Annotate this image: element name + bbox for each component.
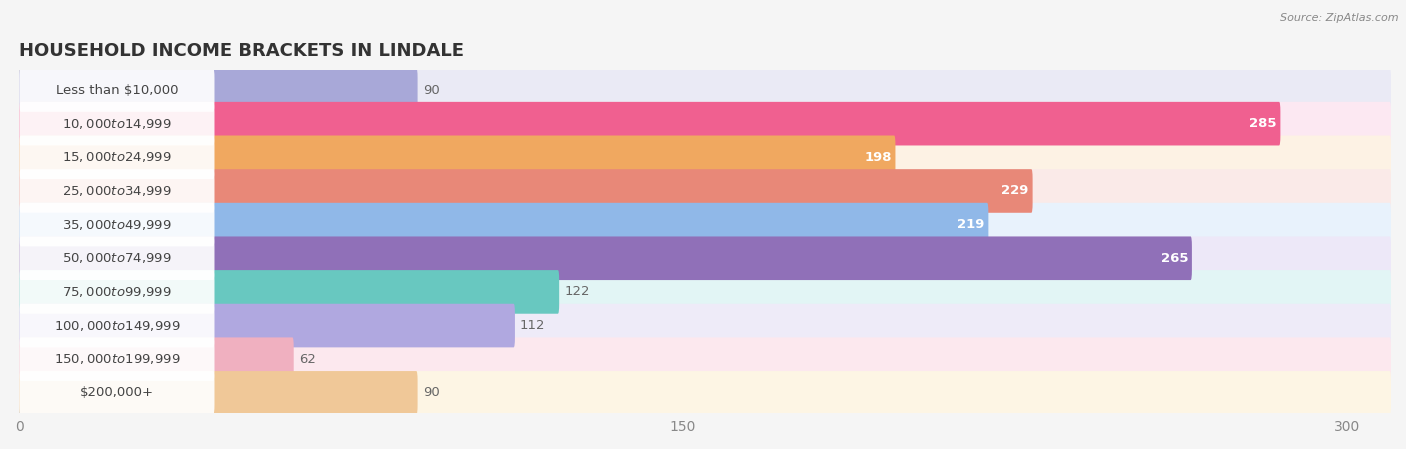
Text: Less than $10,000: Less than $10,000 (56, 84, 179, 97)
FancyBboxPatch shape (20, 102, 1391, 145)
Text: 112: 112 (520, 319, 546, 332)
FancyBboxPatch shape (20, 102, 215, 145)
FancyBboxPatch shape (20, 203, 1391, 247)
FancyBboxPatch shape (20, 270, 215, 314)
Text: $35,000 to $49,999: $35,000 to $49,999 (62, 218, 172, 232)
FancyBboxPatch shape (20, 102, 1281, 145)
FancyBboxPatch shape (20, 304, 215, 348)
Text: $50,000 to $74,999: $50,000 to $74,999 (62, 251, 172, 265)
Text: $10,000 to $14,999: $10,000 to $14,999 (62, 117, 172, 131)
FancyBboxPatch shape (20, 270, 1391, 314)
Text: 62: 62 (298, 353, 315, 366)
FancyBboxPatch shape (20, 237, 1192, 280)
FancyBboxPatch shape (20, 203, 215, 247)
FancyBboxPatch shape (20, 68, 215, 112)
Text: $150,000 to $199,999: $150,000 to $199,999 (53, 352, 180, 366)
FancyBboxPatch shape (20, 136, 896, 179)
Text: Source: ZipAtlas.com: Source: ZipAtlas.com (1281, 13, 1399, 23)
FancyBboxPatch shape (20, 169, 215, 213)
FancyBboxPatch shape (20, 338, 215, 381)
Text: 198: 198 (865, 151, 891, 164)
Text: 90: 90 (423, 387, 440, 399)
FancyBboxPatch shape (20, 337, 1391, 381)
FancyBboxPatch shape (20, 371, 215, 414)
FancyBboxPatch shape (20, 136, 1391, 179)
FancyBboxPatch shape (20, 169, 1032, 213)
FancyBboxPatch shape (20, 371, 418, 415)
FancyBboxPatch shape (20, 371, 1391, 415)
FancyBboxPatch shape (20, 304, 1391, 348)
FancyBboxPatch shape (20, 337, 294, 381)
Text: $200,000+: $200,000+ (80, 387, 153, 399)
FancyBboxPatch shape (20, 237, 215, 280)
Text: $25,000 to $34,999: $25,000 to $34,999 (62, 184, 172, 198)
Text: HOUSEHOLD INCOME BRACKETS IN LINDALE: HOUSEHOLD INCOME BRACKETS IN LINDALE (20, 42, 464, 60)
Text: 229: 229 (1001, 185, 1029, 198)
Text: 122: 122 (564, 286, 589, 299)
FancyBboxPatch shape (20, 169, 1391, 213)
FancyBboxPatch shape (20, 203, 988, 247)
FancyBboxPatch shape (20, 68, 418, 112)
FancyBboxPatch shape (20, 237, 1391, 280)
Text: $15,000 to $24,999: $15,000 to $24,999 (62, 150, 172, 164)
Text: 265: 265 (1160, 252, 1188, 265)
Text: $75,000 to $99,999: $75,000 to $99,999 (62, 285, 172, 299)
FancyBboxPatch shape (20, 270, 560, 314)
Text: $100,000 to $149,999: $100,000 to $149,999 (53, 319, 180, 333)
Text: 285: 285 (1249, 117, 1277, 130)
Text: 219: 219 (957, 218, 984, 231)
FancyBboxPatch shape (20, 136, 215, 179)
Text: 90: 90 (423, 84, 440, 97)
FancyBboxPatch shape (20, 304, 515, 348)
FancyBboxPatch shape (20, 68, 1391, 112)
